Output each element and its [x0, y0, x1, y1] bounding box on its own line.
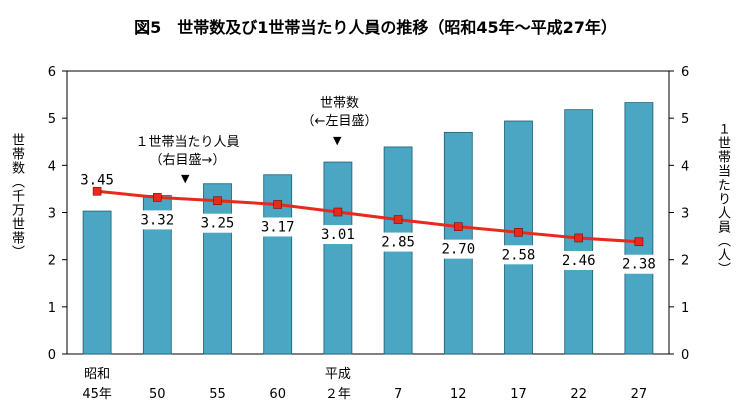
data-label: 2.70 [441, 242, 475, 258]
line-marker [634, 237, 644, 247]
data-label: 3.45 [80, 172, 114, 188]
x-tick-label: 55 [209, 387, 226, 402]
line-marker [453, 222, 463, 231]
left-tick-label: 3 [48, 207, 56, 222]
line-persons-per-household [96, 189, 639, 244]
line-marker [333, 207, 343, 217]
left-tick-label: 6 [48, 65, 56, 80]
bar-households [203, 183, 232, 355]
bar-households [624, 102, 654, 355]
right-tick-label: 1 [681, 301, 689, 316]
right-tick-label: 3 [681, 207, 689, 222]
left-tick-label: 4 [48, 159, 56, 174]
left-axis-label: 世帯数（千万世帯） [9, 133, 24, 259]
bar-households [82, 210, 112, 355]
data-label-bg [318, 225, 357, 245]
right-axis-label: １世帯当たり人員（人） [715, 122, 730, 276]
x-tick-label: 7 [394, 387, 402, 402]
line-marker [393, 215, 403, 224]
data-label-bg [379, 232, 418, 252]
left-tick-label: 5 [48, 112, 56, 127]
annotation-per-household: １世帯当たり人員 （右目盛→） [135, 135, 240, 168]
data-label-bg [559, 250, 598, 270]
data-label: 3.01 [321, 227, 355, 243]
x-tick-label: 17 [510, 387, 527, 402]
x-tick-label: 45年 [82, 387, 112, 402]
annotation-households: 世帯数 （←左目盛） [301, 96, 378, 129]
data-label: 2.85 [381, 235, 415, 251]
left-tick-label: 0 [48, 348, 56, 363]
x-tick-era-label: 昭和 [84, 367, 110, 382]
right-tick-label: 0 [681, 348, 689, 363]
x-tick-label: 60 [269, 387, 286, 402]
right-tick-label: 5 [681, 112, 689, 127]
x-tick-era-label: 平成 [325, 367, 351, 382]
data-label: 2.38 [622, 257, 656, 273]
data-label: 2.46 [562, 253, 596, 269]
right-tick-label: 4 [681, 159, 689, 174]
x-tick-label: 50 [149, 387, 166, 402]
line-marker [92, 186, 102, 196]
right-tick-label: 2 [681, 254, 689, 269]
data-label-bg [619, 254, 658, 274]
data-label-bg [499, 245, 538, 265]
right-tick-label: 6 [681, 65, 689, 80]
x-tick-label: 27 [631, 387, 648, 402]
data-label-bg [439, 239, 478, 259]
left-tick-label: 1 [48, 301, 56, 316]
x-tick-label: ２年 [325, 387, 351, 402]
left-tick-label: 2 [48, 254, 56, 269]
line-marker [514, 228, 523, 237]
data-label: 3.25 [201, 216, 235, 232]
chart-title: 図5 世帯数及び1世帯当たり人員の推移（昭和45年～平成27年） [134, 18, 617, 37]
data-label: 2.58 [502, 247, 536, 263]
arrow-down-icon: ▼ [333, 134, 342, 147]
x-tick-label: 22 [570, 387, 587, 402]
bar-households [504, 120, 533, 355]
line-marker [213, 196, 222, 206]
arrow-down-icon: ▼ [181, 172, 190, 185]
x-tick-label: 12 [450, 387, 467, 402]
line-marker [153, 193, 162, 202]
data-label-bg [258, 217, 297, 237]
line-marker [574, 233, 584, 243]
bar-households [323, 161, 353, 355]
line-marker [273, 200, 283, 209]
data-label-bg [138, 210, 177, 230]
data-label: 3.17 [261, 219, 295, 235]
bar-households [564, 109, 594, 355]
data-label: 3.32 [140, 212, 174, 228]
data-label-bg [198, 213, 237, 233]
